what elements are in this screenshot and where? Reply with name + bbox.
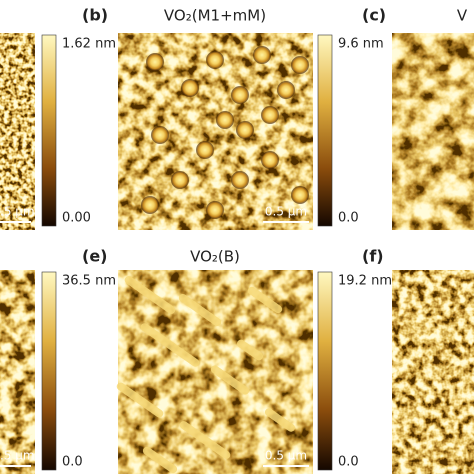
streak: [124, 276, 176, 314]
grain: [231, 86, 249, 104]
afm-image: [392, 270, 474, 474]
colorbar: [317, 271, 333, 471]
colorbar-min: 0.0: [338, 211, 359, 226]
grain: [196, 141, 214, 159]
grain: [206, 51, 224, 69]
grain: [141, 196, 159, 214]
grain: [261, 106, 279, 124]
afm-panel: [392, 33, 474, 230]
colorbar-max: 36.5 nm: [62, 274, 116, 289]
panel-label: (f): [362, 247, 384, 266]
colorbar: [317, 34, 333, 227]
colorbar-min: 0.0: [338, 455, 359, 470]
colorbar-min: 0.00: [62, 211, 91, 226]
grain: [216, 111, 234, 129]
afm-panel: [392, 270, 474, 474]
grain: [253, 46, 271, 64]
afm-image: [0, 33, 35, 230]
colorbar: [41, 271, 57, 471]
colorbar-min: 0.0: [62, 455, 83, 470]
streak: [210, 365, 250, 395]
streak: [247, 286, 283, 314]
colorbar-max: 1.62 nm: [62, 37, 116, 52]
scale-bar-label: .5 µm: [0, 205, 35, 219]
streak: [116, 382, 164, 418]
colorbar-max: 9.6 nm: [338, 37, 384, 52]
afm-panel: [0, 33, 35, 230]
afm-image: [392, 33, 474, 230]
grain: [236, 121, 254, 139]
scale-bar-label: .5 µm: [0, 449, 35, 463]
panel-title: V: [457, 7, 468, 25]
streak: [179, 421, 231, 459]
streak: [178, 293, 222, 327]
panel-label: (c): [362, 6, 386, 25]
grain: [291, 186, 309, 204]
grain: [291, 56, 309, 74]
grain: [206, 201, 224, 219]
grain: [181, 79, 199, 97]
streak: [142, 446, 178, 474]
grain: [231, 171, 249, 189]
afm-panel: [118, 33, 313, 230]
panel-title: VO₂(B): [190, 248, 240, 266]
streak: [236, 339, 264, 361]
afm-panel: [0, 270, 35, 474]
grain: [277, 81, 295, 99]
scale-bar-label: 0.5 µm: [265, 205, 307, 219]
afm-panel: [116, 270, 313, 474]
panel-title: VO₂(M1+mM): [164, 7, 266, 25]
colorbar: [41, 34, 57, 227]
colorbar-max: 19.2 nm: [338, 274, 392, 289]
afm-image: [0, 270, 35, 474]
streak: [264, 408, 296, 432]
grain: [151, 126, 169, 144]
panel-label: (b): [82, 6, 108, 25]
scale-bar-label: 0.5 µm: [265, 449, 307, 463]
grain: [171, 171, 189, 189]
grain: [261, 151, 279, 169]
panel-label: (e): [82, 247, 107, 266]
streak: [140, 323, 200, 367]
grain: [146, 53, 164, 71]
